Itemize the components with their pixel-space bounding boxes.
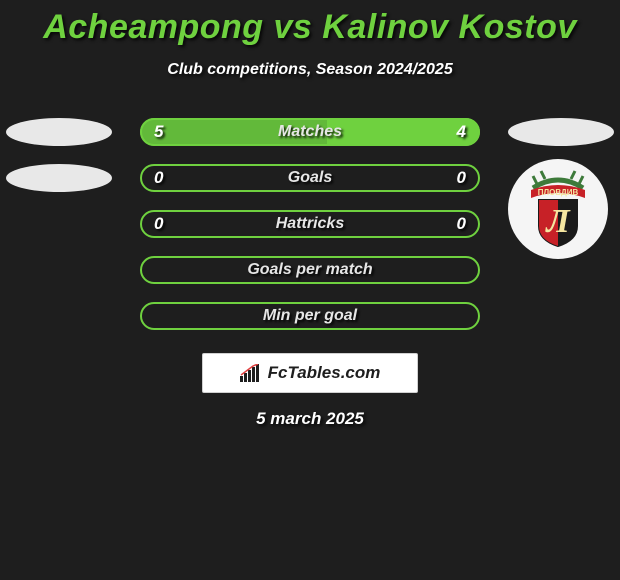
stat-label: Goals (140, 169, 480, 187)
bar-border (140, 210, 480, 238)
stat-row: 54Matches (0, 109, 620, 155)
svg-text:ПЛОВДИВ: ПЛОВДИВ (538, 188, 579, 197)
stat-value-right: 4 (457, 122, 466, 142)
branding-badge: FcTables.com (202, 353, 418, 393)
stat-label: Goals per match (140, 261, 480, 279)
ellipse-placeholder (6, 164, 112, 192)
stat-bar: 0 0Hattricks (140, 210, 480, 238)
stat-bar: Goals per match (140, 256, 480, 284)
stat-bar: 0 0Goals (140, 164, 480, 192)
left-team-badge (6, 164, 112, 192)
bars-icon (240, 364, 262, 382)
right-team-badge (508, 118, 614, 146)
bar-fill-left (140, 118, 327, 146)
snapshot-date: 5 march 2025 (0, 409, 620, 429)
stat-label: Min per goal (140, 307, 480, 325)
bar-border (140, 164, 480, 192)
stat-row: 0 0Hattricks (0, 201, 620, 247)
stat-value-left: 0 (154, 214, 163, 234)
stats-rows: 54Matches00Goals ПЛОВДИВ Л 00HattricksGo… (0, 109, 620, 339)
bar-border (140, 256, 480, 284)
branding-text: FcTables.com (268, 363, 381, 383)
stat-value-right: 0 (457, 214, 466, 234)
stat-row: Goals per match (0, 247, 620, 293)
stat-value-left: 0 (154, 168, 163, 188)
stat-value-left: 5 (154, 122, 163, 142)
stat-bar: Min per goal (140, 302, 480, 330)
ellipse-placeholder (6, 118, 112, 146)
season-subtitle: Club competitions, Season 2024/2025 (0, 61, 620, 79)
bar-border (140, 302, 480, 330)
comparison-title: Acheampong vs Kalinov Kostov (0, 0, 620, 47)
stat-row: Min per goal (0, 293, 620, 339)
stat-bar: 54Matches (140, 118, 480, 146)
ellipse-placeholder (508, 118, 614, 146)
left-team-badge (6, 118, 112, 146)
stat-label: Hattricks (140, 215, 480, 233)
stat-value-right: 0 (457, 168, 466, 188)
stat-row: 00Goals ПЛОВДИВ Л (0, 155, 620, 201)
